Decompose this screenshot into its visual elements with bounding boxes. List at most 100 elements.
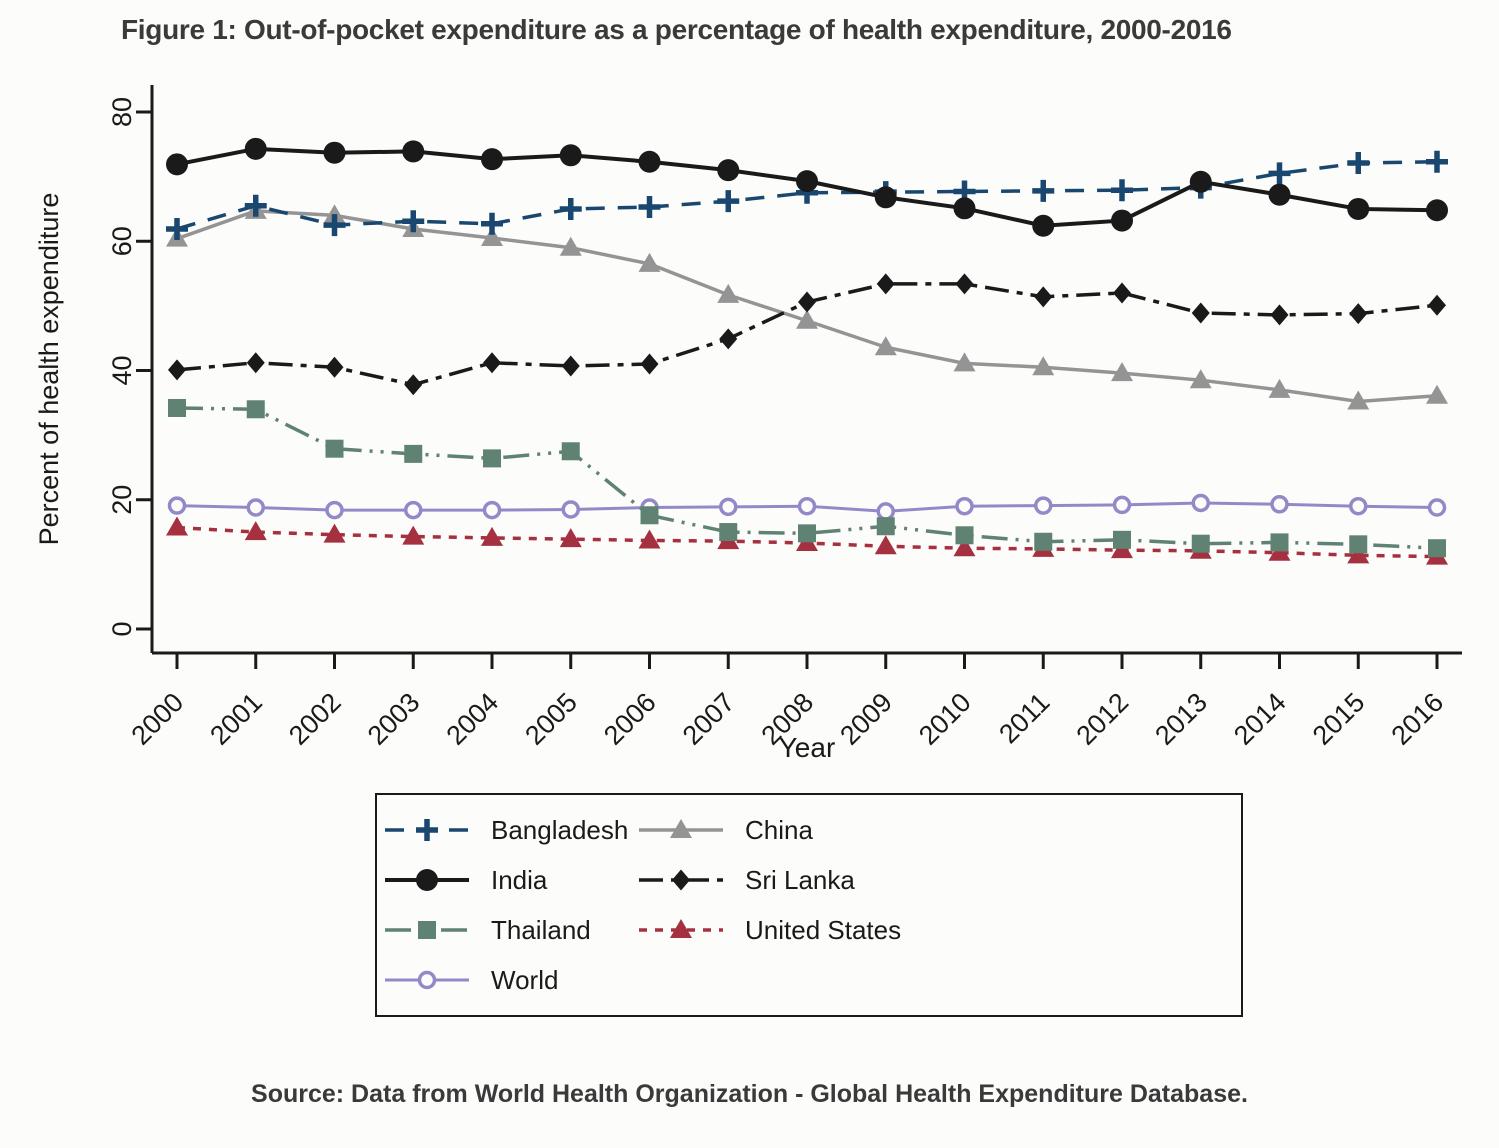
circle-filled-marker (323, 141, 346, 164)
circle-filled-marker (953, 197, 976, 220)
circle-open-marker (1427, 498, 1447, 517)
triangle-filled-marker (559, 236, 582, 256)
series-bangladesh (166, 150, 1448, 240)
series-india (166, 137, 1448, 237)
diamond-filled-marker (1191, 302, 1210, 324)
square-filled-marker (640, 506, 659, 525)
legend-label-china: China (745, 814, 813, 845)
circle-open-marker (167, 496, 187, 515)
x-tick-label: 2011 (993, 687, 1055, 749)
legend-label-bangladesh: Bangladesh (491, 814, 629, 845)
series-thailand (168, 398, 1446, 558)
triangle-filled-marker (323, 204, 346, 224)
y-tick-label: 20 (107, 485, 137, 515)
square-filled-marker (168, 398, 186, 417)
x-tick-label: 2003 (362, 687, 426, 751)
legend-sample-india (385, 869, 469, 891)
legend-sample-thailand (385, 921, 469, 939)
figure-title: Figure 1: Out-of-pocket expenditure as a… (121, 14, 1232, 45)
y-tick-label: 60 (107, 226, 137, 256)
triangle-filled-marker (1032, 356, 1055, 376)
circle-filled-marker (717, 159, 740, 182)
line-chart: Percent of health expenditure Year 0 20 40… (34, 85, 1462, 763)
square-filled-marker (1270, 533, 1289, 552)
plus-marker (1426, 150, 1448, 173)
plus-marker (717, 190, 740, 213)
x-tick-label: 2015 (1307, 687, 1371, 751)
series-line-bangladesh (176, 160, 1438, 231)
x-tick-label: 2002 (283, 687, 347, 751)
legend-entry-china: China (639, 805, 901, 855)
diamond-filled-marker (404, 374, 423, 396)
y-tick-label: 0 (107, 621, 137, 636)
diamond-filled-marker (483, 352, 501, 374)
circle-open-marker (1112, 495, 1132, 515)
x-tick-label: 2014 (1228, 687, 1292, 751)
circle-open-marker (482, 500, 502, 520)
legend-entry-sri-lanka: Sri Lanka (639, 855, 901, 905)
legend-label-sri-lanka: Sri Lanka (745, 864, 855, 895)
legend-entry-united-states: United States (639, 905, 901, 955)
circle-filled-marker (559, 144, 582, 167)
triangle-filled-marker (481, 526, 503, 546)
triangle-filled-marker (1268, 378, 1291, 398)
circle-filled-marker (1032, 214, 1055, 237)
circle-open-marker (1270, 495, 1289, 514)
x-tick-label: 2013 (1149, 687, 1213, 751)
square-filled-marker (483, 449, 501, 468)
legend-sample-world (385, 970, 469, 990)
square-filled-marker (719, 523, 738, 542)
plus-marker (559, 197, 582, 220)
triangle-filled-marker (717, 283, 740, 303)
diamond-filled-marker (325, 356, 344, 378)
diamond-filled-marker (1113, 282, 1131, 304)
diamond-filled-marker (246, 352, 265, 374)
circle-filled-marker (402, 140, 425, 163)
square-filled-marker (1191, 534, 1210, 553)
triangle-filled-marker (638, 529, 661, 549)
plus-marker (323, 214, 346, 237)
x-axis-title: Year (779, 732, 836, 763)
circle-open-marker (1191, 493, 1210, 513)
circle-open-marker (1034, 496, 1053, 515)
circle-open-marker (1349, 496, 1368, 516)
triangle-filled-marker (1347, 544, 1370, 564)
circle-filled-marker (638, 150, 661, 173)
plus-marker (1032, 179, 1055, 202)
legend-entry-india: India (385, 855, 628, 905)
square-filled-marker (876, 517, 895, 536)
circle-filled-marker (416, 869, 438, 891)
diamond-filled-marker (1270, 304, 1289, 326)
triangle-filled-marker (874, 336, 897, 356)
triangle-filled-marker (402, 525, 425, 545)
triangle-filled-marker (244, 521, 267, 541)
source-note: Source: Data from World Health Organizat… (251, 1080, 1248, 1108)
circle-filled-marker (1268, 183, 1291, 206)
plus-marker (1268, 162, 1291, 185)
circle-open-marker (719, 497, 738, 517)
plus-marker (1347, 152, 1370, 175)
plus-marker (416, 819, 438, 841)
square-filled-marker (246, 400, 265, 419)
series-world (167, 493, 1447, 521)
circle-open-marker (246, 498, 265, 517)
legend-sample-bangladesh (385, 819, 469, 841)
diamond-filled-marker (1034, 286, 1053, 308)
diamond-filled-marker (640, 353, 659, 375)
legend-entry-thailand: Thailand (385, 905, 628, 955)
x-tick-label: 2004 (441, 687, 505, 751)
circle-filled-marker (166, 153, 188, 176)
triangle-filled-marker (953, 352, 976, 372)
x-tick-label: 2001 (204, 687, 268, 751)
square-filled-marker (1034, 532, 1053, 551)
plus-marker (402, 210, 425, 233)
square-filled-marker (798, 524, 816, 543)
circle-open-marker (797, 496, 817, 516)
legend-sample-china (639, 819, 723, 838)
circle-filled-marker (481, 148, 503, 171)
diamond-filled-marker (955, 273, 974, 295)
circle-open-marker (561, 500, 580, 519)
triangle-filled-marker (481, 227, 503, 247)
